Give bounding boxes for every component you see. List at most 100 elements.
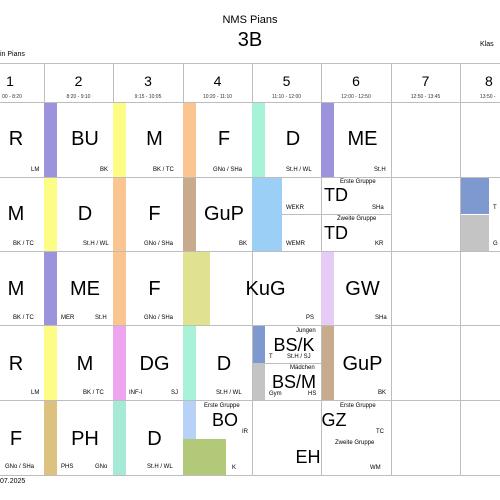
group-label: Zweite Gruppe	[335, 440, 375, 446]
lesson-subject: GW	[345, 278, 380, 300]
period-time: 12:00 - 12:50	[341, 94, 371, 100]
subject-color-strip	[183, 326, 196, 400]
lesson-subject: F	[217, 128, 231, 150]
lesson-teacher: TC	[376, 429, 384, 435]
lesson-teacher: St.H	[374, 167, 386, 173]
lesson-subject: R	[8, 353, 24, 375]
subject-color-strip	[183, 252, 210, 325]
lesson-subject: M	[76, 353, 94, 375]
subject-color-strip	[44, 103, 57, 177]
school-name: NMS Pians	[222, 14, 278, 26]
lesson-subject: EH	[295, 447, 321, 467]
subject-color-strip	[113, 326, 126, 400]
subject-color-strip	[253, 363, 265, 400]
lesson-room: T	[269, 354, 273, 360]
lesson-subject: TD	[324, 185, 348, 205]
lesson-subject: ME	[70, 278, 100, 300]
grid-line	[252, 63, 253, 475]
lesson-subject: R	[8, 128, 24, 150]
lesson-teacher: SJ	[171, 390, 179, 396]
subject-color-strip	[44, 178, 57, 251]
lesson-subject: BO	[211, 410, 238, 430]
period-number: 6	[352, 73, 360, 89]
period-time: 12:50 - 13:45	[410, 94, 441, 100]
period-number: 3	[144, 73, 152, 89]
lesson-room: WEMR	[286, 241, 305, 247]
period-number: 5	[282, 73, 291, 89]
subject-color-strip	[253, 326, 265, 363]
right-subtitle: Klas	[480, 41, 494, 48]
subject-color-strip	[113, 178, 126, 251]
period-number: 1	[6, 73, 14, 89]
grid-line	[0, 102, 500, 103]
period-time: 11:10 - 12:00	[271, 94, 302, 100]
group-label: Mädchen	[290, 365, 315, 371]
period-time: 10:20 - 11:10	[202, 94, 233, 100]
lesson-teacher: St.H / WL	[147, 464, 173, 470]
group-divider	[265, 363, 321, 364]
lesson-teacher: BK	[100, 167, 109, 173]
lesson-teacher: St.H / WL	[83, 241, 109, 247]
period-time: 9:15 - 10:05	[134, 94, 162, 100]
lesson-teacher: BK / TC	[153, 167, 174, 173]
grid-line	[460, 63, 461, 475]
lesson-teacher: T	[493, 205, 497, 211]
lesson-subject: TD	[324, 223, 348, 243]
lesson-subject: GuP	[203, 203, 245, 225]
lesson-teacher: BK	[239, 241, 248, 247]
lesson-teacher: SHa	[372, 205, 384, 211]
subject-color-strip	[252, 178, 282, 251]
lesson-teacher: GNo	[95, 464, 108, 470]
lesson-room: MER	[61, 315, 75, 321]
group-label: Erste Gruppe	[204, 403, 240, 409]
lesson-teacher: WM	[370, 465, 381, 471]
lesson-teacher: G	[493, 241, 498, 247]
subject-color-strip	[113, 252, 126, 325]
period-number: 7	[421, 73, 430, 89]
subject-color-strip	[183, 178, 196, 251]
lesson-subject: F	[9, 428, 23, 450]
lesson-teacher: LM	[31, 390, 40, 396]
lesson-subject: GZ	[321, 410, 347, 430]
subject-color-strip	[252, 103, 265, 177]
lesson-room: INF-I	[129, 390, 143, 396]
period-time: 00 - 8:20	[2, 94, 22, 100]
lesson-teacher: St.H	[95, 315, 107, 321]
lesson-teacher: GNo / SHa	[144, 241, 174, 247]
lesson-teacher: K	[232, 465, 237, 471]
grid-line	[0, 177, 500, 178]
period-time: 8:20 - 9:10	[66, 94, 91, 100]
lesson-teacher: LM	[31, 167, 40, 173]
lesson-subject: F	[148, 203, 161, 225]
class-title: 3B	[237, 29, 263, 51]
subject-color-strip	[321, 103, 334, 177]
lesson-subject: BS/K	[273, 335, 315, 355]
subject-color-strip	[183, 401, 196, 439]
grid-line	[0, 251, 500, 252]
lesson-subject: D	[216, 353, 232, 375]
lesson-teacher: St.H / WL	[286, 167, 312, 173]
group-divider	[282, 214, 391, 215]
subject-color-strip	[183, 103, 196, 177]
group-label: Erste Gruppe	[340, 179, 376, 185]
lesson-teacher: BK / TC	[83, 390, 104, 396]
lesson-teacher: BK / TC	[13, 241, 34, 247]
lesson-subject: BU	[71, 128, 99, 150]
lesson-subject: KuG	[245, 278, 286, 300]
lesson-subject: D	[147, 428, 162, 450]
lesson-teacher: KR	[375, 241, 384, 247]
group-label: Erste Gruppe	[340, 403, 376, 409]
lesson-subject: BS/M	[271, 372, 316, 392]
lesson-subject: F	[148, 278, 161, 300]
grid-line	[0, 325, 500, 326]
lesson-subject: M	[7, 203, 25, 225]
lesson-teacher: St.H / WL	[216, 390, 242, 396]
grid-line	[0, 63, 500, 64]
lesson-teacher: HS	[308, 391, 317, 397]
lesson-teacher: IR	[242, 429, 248, 435]
lesson-subject: D	[285, 128, 301, 150]
lesson-teacher: BK / TC	[13, 315, 34, 321]
subject-color-strip	[44, 252, 57, 325]
lesson-teacher: GNo / SHa	[213, 167, 243, 173]
subject-color-strip	[113, 401, 126, 475]
